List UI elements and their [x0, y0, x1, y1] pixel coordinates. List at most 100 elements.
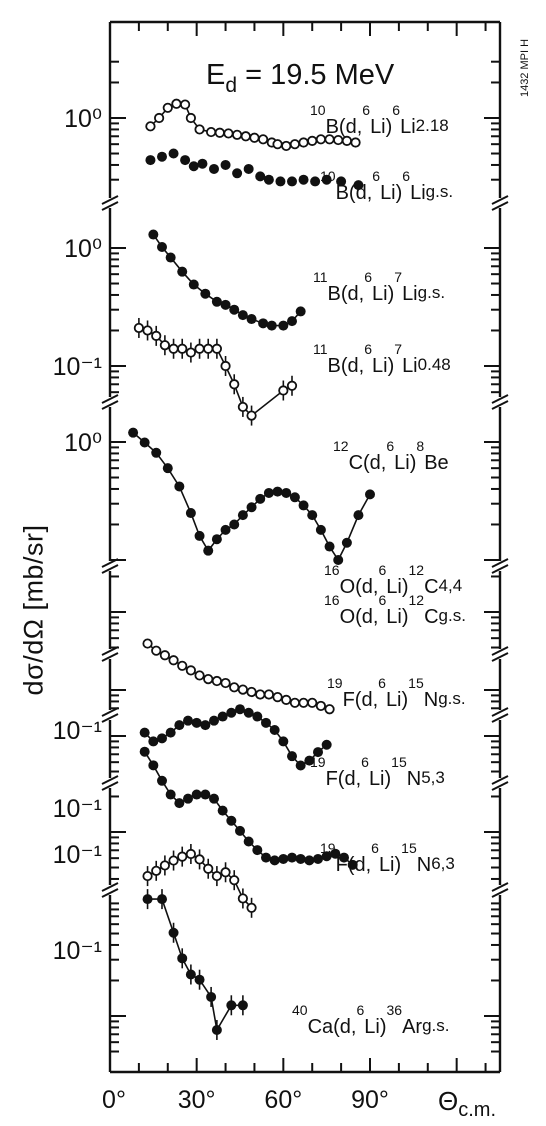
reaction-label-part-d: 7: [394, 269, 402, 285]
data-point-filled: [252, 711, 263, 722]
reaction-label-part-e: Be: [424, 452, 448, 474]
data-point-filled: [278, 853, 289, 864]
axis-break-mark: [491, 201, 509, 211]
reaction-label-part-d: 15: [401, 840, 417, 856]
data-point-filled: [339, 852, 349, 863]
data-point-filled: [194, 974, 205, 985]
data-point-filled: [269, 855, 280, 866]
data-point-open: [286, 380, 298, 391]
data-point-filled: [313, 853, 323, 864]
reaction-label-part-e: C: [424, 576, 438, 598]
axis-break-mask: [492, 710, 508, 720]
axis-break-mark: [491, 781, 509, 791]
reaction-label-part-b: 6: [361, 754, 369, 770]
axis-break-mark: [101, 707, 119, 717]
data-point-filled: [261, 717, 271, 728]
data-point-open: [289, 139, 300, 150]
data-point-filled: [263, 487, 274, 498]
data-point-filled: [188, 161, 199, 172]
reaction-label-part-d: 15: [408, 675, 424, 691]
reaction-label-part-a: B(d,: [326, 116, 363, 138]
reaction-label-part-a: B(d,: [328, 355, 365, 377]
data-point-open: [151, 330, 162, 341]
data-point-filled: [275, 176, 286, 187]
data-point-filled: [209, 715, 219, 726]
data-point-filled: [237, 1000, 248, 1011]
data-point-filled: [321, 174, 332, 185]
reaction-label-part-e: Li: [402, 355, 418, 377]
data-point-filled: [203, 545, 214, 556]
data-point-filled: [321, 739, 332, 750]
data-point-open: [177, 851, 188, 862]
reaction-label-part-pre: 19: [320, 840, 336, 856]
data-point-filled: [185, 508, 196, 519]
reaction-label: 16O(d,6Li)12C4,4: [324, 562, 462, 598]
data-point-open: [229, 875, 240, 886]
reaction-label-part-e: N: [424, 689, 438, 711]
data-point-filled: [272, 486, 283, 497]
reaction-label-part-c: Li): [369, 768, 391, 790]
data-point-open: [237, 401, 248, 413]
x-tick-label: 30°: [178, 1086, 216, 1114]
reaction-label-part-pre: 12: [333, 438, 349, 454]
y-tick-label: 10⁰: [64, 429, 102, 457]
reference-code: 1432 MPI H: [519, 38, 531, 98]
data-point-filled: [148, 229, 159, 240]
axis-break-mark: [491, 394, 509, 404]
axis-break-mark: [491, 707, 509, 717]
data-point-filled: [165, 727, 176, 738]
data-point-filled: [200, 720, 211, 731]
data-point-open: [263, 689, 274, 700]
data-point-open: [185, 112, 196, 124]
data-point-filled: [295, 306, 306, 317]
data-point-filled: [211, 1024, 222, 1035]
axis-break-mask: [102, 397, 118, 407]
data-point-filled: [243, 163, 254, 174]
data-point-open: [220, 867, 231, 878]
y-axis-label: dσ/dΩ [mb/sr]: [18, 524, 49, 696]
data-point-open: [237, 893, 248, 904]
reaction-label-part-d: 36: [387, 1002, 403, 1018]
reaction-label-part-e: N: [407, 768, 421, 790]
data-point-filled: [128, 427, 139, 438]
data-point-filled: [295, 760, 306, 771]
data-point-open: [151, 645, 162, 656]
reaction-label-part-sub: 0.48: [418, 355, 451, 374]
reaction-label-part-pre: 19: [327, 675, 343, 691]
reaction-label-part-b: 6: [386, 438, 394, 454]
data-point-filled: [174, 481, 185, 492]
data-point-open: [211, 675, 222, 687]
axis-ticks: 0° 30° 60° 90° 10⁰ 10⁰ 10⁻¹ 10⁰ 10⁻¹ 10⁻¹ 10⁻¹ 10⁻¹…: [53, 22, 500, 1114]
data-point-open: [281, 140, 292, 152]
data-point-filled: [211, 534, 222, 545]
axis-break-mask: [492, 649, 508, 659]
y-tick-label: 10⁰: [64, 235, 102, 263]
axis-break-mark: [101, 195, 119, 205]
reaction-label-part-c: Li): [380, 182, 402, 204]
reaction-label-part-a: C(d,: [349, 452, 387, 474]
data-point-filled: [278, 736, 289, 747]
reaction-label-part-a: F(d,: [336, 854, 372, 876]
reaction-label-part-e: N: [417, 854, 431, 876]
data-point-filled: [220, 524, 231, 535]
data-point-filled: [255, 493, 266, 504]
axis-break-mark: [491, 888, 509, 898]
axis-break-mask: [102, 198, 118, 208]
reaction-label-part-pre: 11: [313, 341, 328, 357]
axis-break-mark: [491, 713, 509, 723]
reaction-label-part-c: Li): [386, 689, 408, 711]
data-point-open: [206, 126, 217, 138]
data-point-filled: [197, 158, 208, 169]
axis-break-mark: [101, 564, 119, 574]
reaction-label: 16O(d,6Li)12Cg.s.: [324, 592, 466, 628]
series-line: [152, 234, 302, 327]
data-point-open: [180, 99, 191, 110]
data-point-open: [258, 134, 269, 145]
data-point-open: [142, 638, 153, 649]
data-point-filled: [321, 851, 332, 862]
data-point-open: [220, 360, 231, 372]
data-point-open: [298, 137, 309, 148]
reaction-label-part-c: Li): [386, 606, 408, 628]
reaction-label-part-e: Li: [400, 116, 416, 138]
data-point-open: [185, 665, 196, 676]
